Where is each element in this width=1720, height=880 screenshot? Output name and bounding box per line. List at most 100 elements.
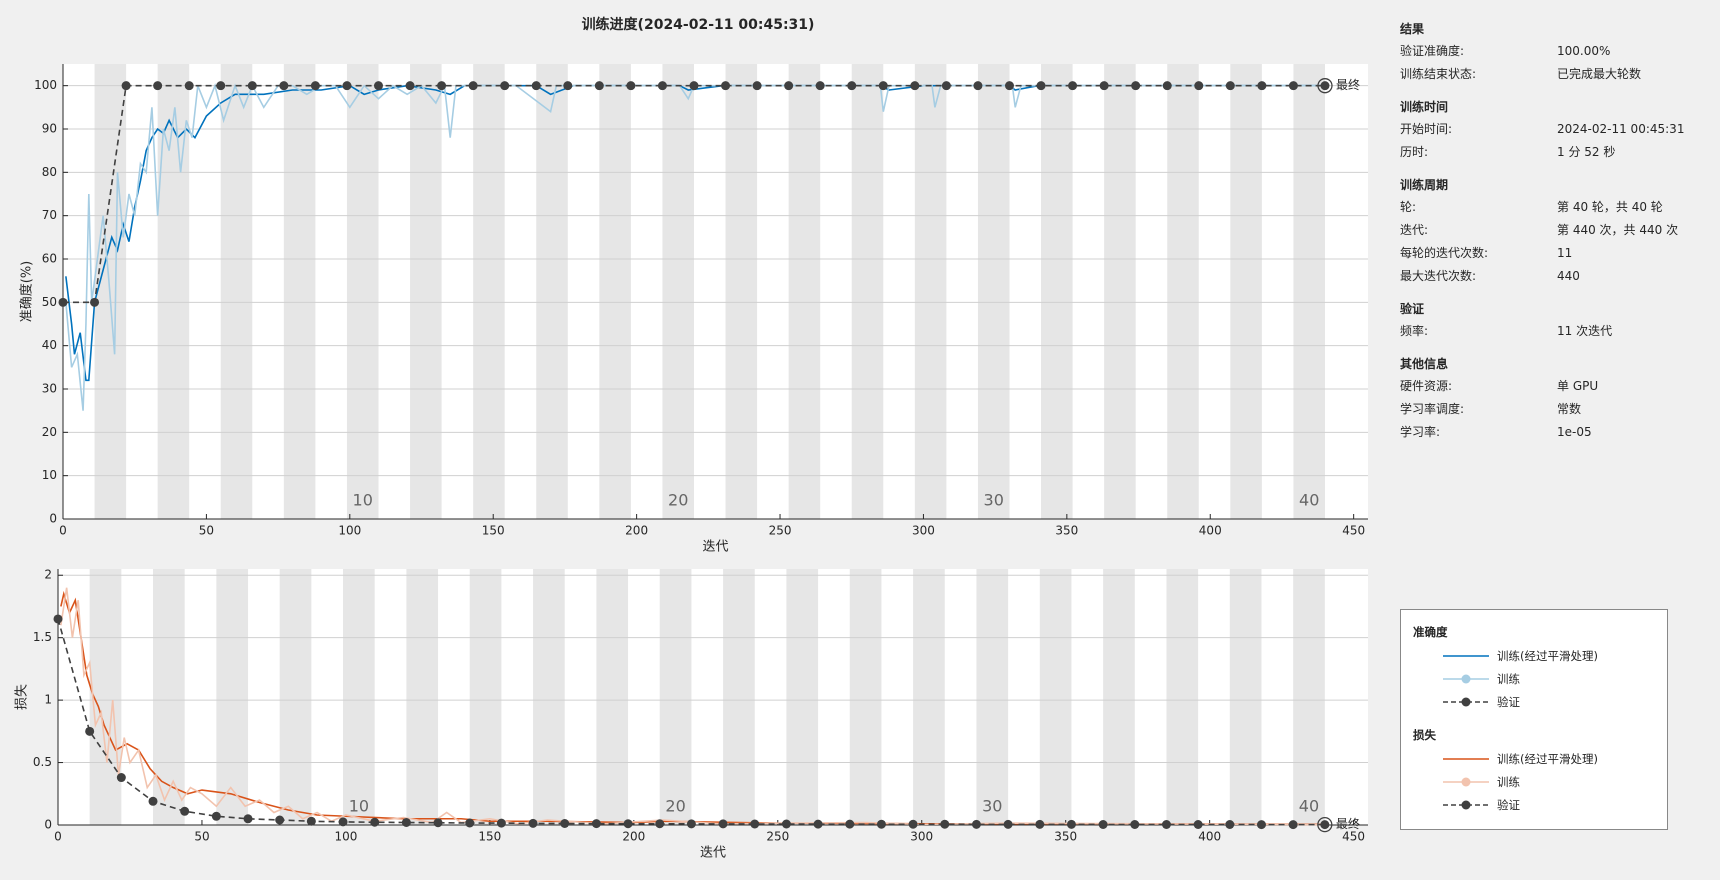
- marker: [216, 81, 226, 91]
- epoch-band: [1230, 64, 1262, 519]
- marker: [279, 81, 289, 91]
- marker: [908, 819, 918, 829]
- marker: [433, 818, 443, 828]
- x-tick-label: 200: [622, 830, 645, 844]
- epoch-band: [89, 569, 122, 825]
- info-label: 验证准确度:: [1400, 44, 1465, 58]
- section-header: 训练周期: [1400, 178, 1449, 192]
- marker: [718, 819, 728, 829]
- info-row: 频率: 11 次迭代: [1400, 320, 1710, 343]
- epoch-band: [469, 569, 502, 825]
- epoch-band: [976, 569, 1009, 825]
- marker: [153, 81, 163, 91]
- info-value: 第 40 轮，共 40 轮: [1557, 200, 1663, 214]
- marker: [243, 814, 253, 824]
- marker: [121, 81, 131, 91]
- info-row: 每轮的迭代次数: 11: [1400, 242, 1710, 265]
- marker: [594, 81, 604, 91]
- epoch-band: [596, 569, 629, 825]
- series-line: [65, 82, 1325, 411]
- marker: [626, 81, 636, 91]
- info-row: 学习率调度: 常数: [1400, 398, 1710, 421]
- epoch-band: [1293, 64, 1325, 519]
- final-label: 最终: [1336, 77, 1360, 92]
- x-tick-label: 400: [1198, 830, 1221, 844]
- info-row: 历时: 1 分 52 秒: [1400, 141, 1710, 164]
- legend-label: 训练(经过平滑处理): [1497, 751, 1598, 766]
- marker: [180, 806, 190, 816]
- marker: [1098, 820, 1108, 830]
- series-line: [60, 590, 1325, 826]
- marker: [1257, 81, 1267, 91]
- legend-icon: [1443, 697, 1489, 706]
- plot-area: [58, 569, 1368, 825]
- info-row: 学习率: 1e-05: [1400, 421, 1710, 444]
- x-tick-label: 150: [478, 830, 501, 844]
- info-value: 2024-02-11 00:45:31: [1557, 122, 1685, 136]
- epoch-band: [723, 569, 755, 825]
- info-value: 已完成最大轮数: [1557, 67, 1642, 81]
- marker: [405, 81, 415, 91]
- legend-marker: [1461, 800, 1471, 809]
- marker: [1004, 81, 1014, 91]
- marker: [784, 81, 794, 91]
- epoch-band: [410, 64, 442, 519]
- y-tick-label: 1.5: [33, 630, 52, 644]
- marker: [1036, 81, 1046, 91]
- marker: [531, 81, 541, 91]
- final-ring: [1317, 78, 1333, 94]
- legend-label: 训练(经过平滑处理): [1497, 648, 1598, 663]
- info-label: 历时:: [1400, 145, 1429, 159]
- epoch-band: [1041, 64, 1073, 519]
- y-tick-label: 2: [44, 568, 52, 582]
- marker: [1131, 81, 1141, 91]
- epoch-band: [659, 569, 692, 825]
- epoch-band: [279, 569, 312, 825]
- epoch-label: 10: [349, 797, 369, 816]
- info-value: 1e-05: [1557, 425, 1592, 439]
- info-value: 1 分 52 秒: [1557, 145, 1616, 159]
- marker: [878, 81, 888, 91]
- x-tick-label: 50: [199, 524, 214, 538]
- marker: [971, 819, 981, 829]
- y-tick-label: 0: [49, 512, 57, 526]
- marker: [941, 81, 951, 91]
- marker: [211, 811, 221, 821]
- y-tick-label: 60: [42, 252, 57, 266]
- epoch-band: [977, 64, 1010, 519]
- x-tick-label: 150: [482, 524, 505, 538]
- marker: [1320, 81, 1330, 91]
- info-label: 轮:: [1400, 200, 1417, 214]
- marker: [401, 818, 411, 828]
- marker: [116, 773, 126, 783]
- marker: [85, 726, 95, 736]
- legend-entry: 训练: [1441, 770, 1667, 793]
- epoch-band: [725, 64, 758, 519]
- y-tick-label: 100: [34, 78, 57, 92]
- x-tick-label: 300: [910, 830, 933, 844]
- info-row: 硬件资源: 单 GPU: [1400, 375, 1710, 398]
- marker: [370, 817, 380, 827]
- section-header: 结果: [1400, 22, 1425, 36]
- y-axis-label: 损失: [15, 684, 30, 710]
- marker: [876, 819, 886, 829]
- epoch-band: [849, 569, 882, 825]
- marker: [560, 819, 570, 829]
- info-panel: 结果 验证准确度: 100.00% 训练结束状态: 已完成最大轮数 训练时间 开始时间: 20…: [1400, 8, 1710, 444]
- section-header: 验证: [1400, 302, 1425, 316]
- marker: [973, 81, 983, 91]
- legend-entry: 验证: [1441, 793, 1667, 816]
- legend-label: 训练: [1497, 774, 1520, 789]
- info-row: 最大迭代次数: 440: [1400, 265, 1710, 288]
- epoch-label: 20: [668, 491, 688, 510]
- info-label: 频率:: [1400, 324, 1429, 338]
- x-tick-label: 400: [1199, 524, 1222, 538]
- marker: [373, 81, 383, 91]
- legend-entry: 训练: [1441, 667, 1667, 690]
- y-tick-label: 50: [42, 295, 57, 309]
- marker: [53, 614, 63, 624]
- x-tick-label: 0: [59, 524, 67, 538]
- marker: [655, 819, 665, 829]
- epoch-label: 30: [984, 491, 1004, 510]
